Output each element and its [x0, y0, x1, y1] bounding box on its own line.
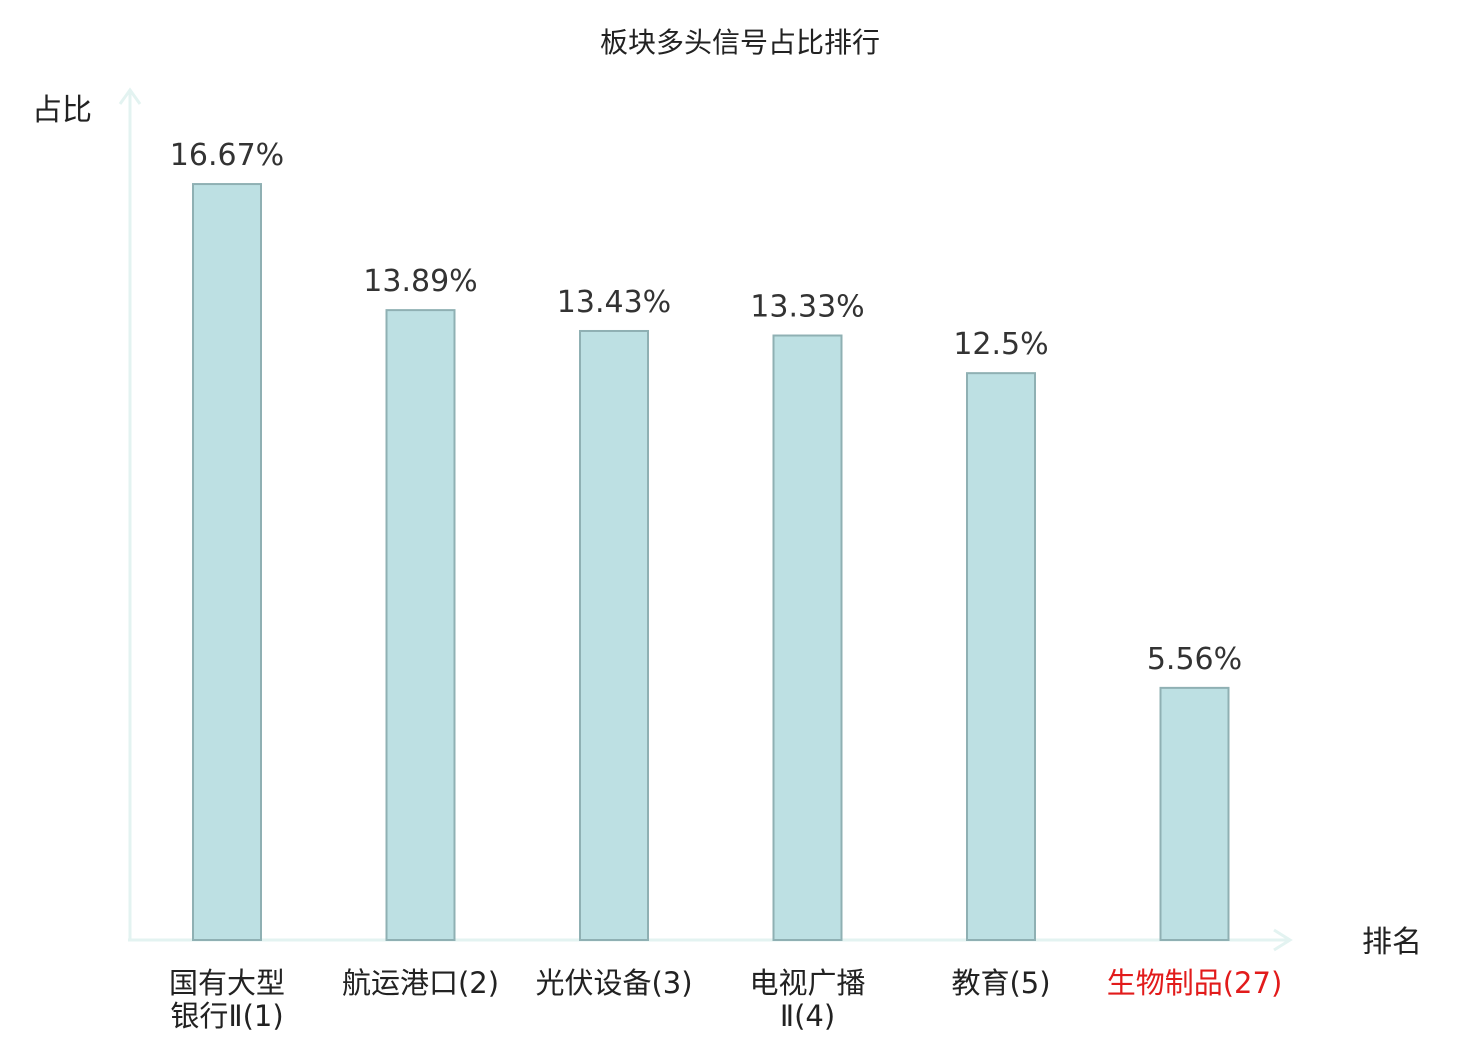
value-label-1: 16.67%	[170, 138, 284, 173]
y-axis-label: 占比	[32, 93, 92, 128]
category-label-6-line-1: 生物制品(27)	[1107, 966, 1283, 1000]
value-label-4: 13.33%	[750, 290, 864, 325]
bar-1	[192, 183, 262, 942]
value-label-6: 5.56%	[1147, 642, 1242, 677]
category-label-4-line-2: Ⅱ(4)	[780, 999, 835, 1033]
chart-title: 板块多头信号占比排行	[600, 26, 880, 59]
value-label-3: 13.43%	[557, 285, 671, 320]
value-labels-group: 16.67% 13.89% 13.43% 13.33% 12.5% 5.56%	[170, 138, 1242, 677]
x-axis-label: 排名	[1362, 925, 1422, 960]
category-label-1-line-1: 国有大型	[169, 966, 285, 1000]
value-label-2: 13.89%	[363, 264, 477, 299]
bar-2	[385, 309, 456, 941]
category-label-4-line-1: 电视广播	[749, 966, 865, 1000]
category-label-2-line-1: 航运港口(2)	[342, 966, 499, 1000]
category-label-1-line-2: 银行Ⅱ(1)	[170, 999, 283, 1033]
x-axis	[128, 928, 1293, 952]
value-label-5: 12.5%	[953, 327, 1048, 362]
bar-6	[1159, 686, 1230, 941]
bar-3	[579, 329, 649, 941]
bar-4	[772, 334, 843, 941]
bar-5	[966, 372, 1036, 941]
category-label-5-line-1: 教育(5)	[951, 966, 1050, 1000]
bars-group	[192, 183, 1230, 942]
y-axis	[118, 87, 142, 940]
category-label-3-line-1: 光伏设备(3)	[535, 966, 692, 1000]
